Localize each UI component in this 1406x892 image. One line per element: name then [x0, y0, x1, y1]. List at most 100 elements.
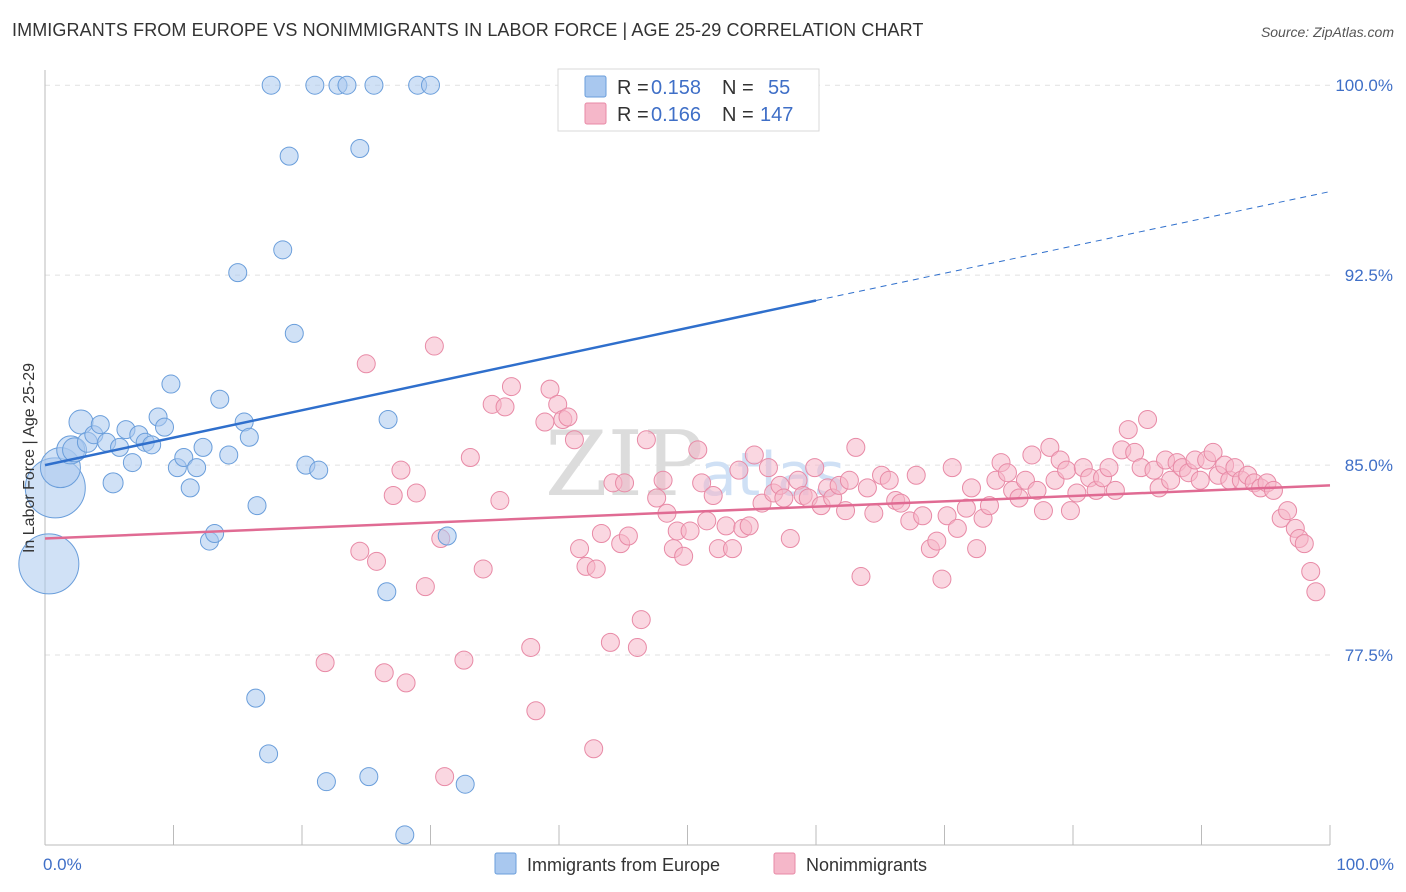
nonimmigrant-point [415, 577, 435, 597]
nonimmigrant-point [851, 567, 871, 587]
nonimmigrant-point [586, 559, 606, 579]
nonimmigrant-point [490, 491, 510, 511]
nonimmigrant-point [1033, 501, 1053, 521]
nonimmigrant-point [584, 739, 604, 759]
immigrant-point [437, 526, 457, 546]
immigrant-point [174, 448, 194, 467]
nonimmigrant-point [1306, 582, 1326, 602]
legend-r-value-1: 0.158 [651, 77, 701, 99]
immigrant-point [279, 146, 299, 166]
nonimmigrant-point [942, 458, 962, 478]
nonimmigrant-point [739, 516, 759, 536]
nonimmigrant-point [774, 488, 794, 508]
nonimmigrant-point [1138, 410, 1158, 430]
legend-r-label-1: R = [617, 77, 649, 99]
source-credit: Source: ZipAtlas.com [1260, 24, 1394, 40]
y-tick-label-1: 92.5% [1345, 266, 1393, 285]
legend-r-value-2: 0.166 [651, 104, 701, 126]
immigrant-point [210, 389, 230, 409]
nonimmigrant-point [535, 412, 555, 432]
nonimmigrant-point [501, 377, 521, 397]
nonimmigrant-point [647, 488, 667, 508]
nonimmigrant-point [374, 663, 394, 683]
nonimmigrant-point [356, 354, 376, 374]
nonimmigrant-point [367, 551, 387, 571]
immigrant-point [273, 240, 293, 260]
immigrant-point [205, 523, 225, 543]
nonimmigrant-point [879, 470, 899, 490]
immigrant-point [90, 415, 110, 435]
immigrants-trend-extension [815, 191, 1331, 301]
legend-n-label-1: N = [722, 77, 754, 99]
nonimmigrant-point [932, 569, 952, 589]
immigrant-point [155, 417, 175, 437]
immigrant-point [350, 139, 370, 159]
immigrant-point [421, 75, 440, 95]
nonimmigrant-point [997, 463, 1017, 483]
immigrant-point [455, 774, 475, 794]
nonimmigrant-point [564, 430, 584, 450]
bottom-legend-nonimmigrants: Nonimmigrants [806, 855, 927, 875]
nonimmigrant-point [846, 437, 866, 457]
gridlines [45, 84, 1330, 656]
nonimmigrant-point [1294, 534, 1314, 554]
x-tick-label-0: 0.0% [43, 855, 82, 874]
nonimmigrant-point [315, 653, 335, 673]
nonimmigrant-point [703, 485, 723, 505]
nonimmigrant-point [780, 529, 800, 549]
nonimmigrant-point [627, 637, 647, 657]
nonimmigrant-point [558, 407, 578, 427]
nonimmigrant-point [688, 440, 708, 460]
nonimmigrant-point [680, 521, 700, 541]
nonimmigrant-point [913, 506, 933, 526]
immigrant-point [239, 427, 259, 447]
nonimmigrant-point [454, 650, 474, 670]
y-axis-label: In Labor Force | Age 25-29 [21, 363, 38, 553]
y-tick-label-3: 77.5% [1345, 646, 1393, 665]
nonimmigrant-point [927, 531, 947, 551]
x-tick-label-1: 100.0% [1336, 855, 1394, 874]
nonimmigrant-point [1067, 483, 1087, 503]
immigrant-point [378, 410, 398, 430]
nonimmigrant-point [600, 632, 620, 652]
nonimmigrant-point [1060, 501, 1080, 521]
nonimmigrant-point [1057, 460, 1077, 480]
nonimmigrants-trend-line [44, 484, 1331, 540]
nonimmigrant-point [631, 610, 651, 630]
nonimmigrant-point [1099, 458, 1119, 478]
immigrant-point [102, 472, 124, 494]
nonimmigrant-point [839, 470, 859, 490]
bottom-legend-swatch-nonimmigrants [773, 852, 796, 875]
bottom-legend-swatch-immigrants [494, 852, 517, 875]
nonimmigrant-point [460, 448, 480, 467]
nonimmigrant-point [1105, 480, 1125, 500]
nonimmigrant-point [526, 701, 546, 721]
nonimmigrant-point [350, 541, 370, 561]
immigrant-point [259, 744, 279, 764]
legend-n-label-2: N = [722, 104, 754, 126]
nonimmigrant-point [729, 460, 749, 480]
series-legend: Immigrants from Europe Nonimmigrants [494, 852, 927, 875]
immigrant-point [228, 263, 248, 283]
nonimmigrant-point [722, 539, 742, 559]
immigrants-points [18, 75, 475, 845]
nonimmigrant-point [406, 483, 426, 503]
nonimmigrant-point [961, 478, 981, 498]
immigrant-point [364, 75, 384, 95]
nonimmigrant-point [540, 379, 560, 399]
nonimmigrant-point [435, 767, 455, 787]
nonimmigrant-point [570, 539, 590, 559]
nonimmigrant-point [967, 539, 987, 559]
nonimmigrant-point [947, 518, 967, 538]
immigrant-point [246, 688, 266, 708]
immigrant-point [193, 437, 213, 457]
immigrant-point [309, 460, 329, 480]
nonimmigrant-point [636, 430, 656, 450]
nonimmigrant-point [744, 445, 764, 465]
nonimmigrant-point [1161, 470, 1181, 490]
immigrant-point [122, 453, 142, 473]
nonimmigrant-point [1027, 480, 1047, 500]
nonimmigrant-point [521, 637, 541, 657]
nonimmigrant-point [697, 511, 717, 531]
